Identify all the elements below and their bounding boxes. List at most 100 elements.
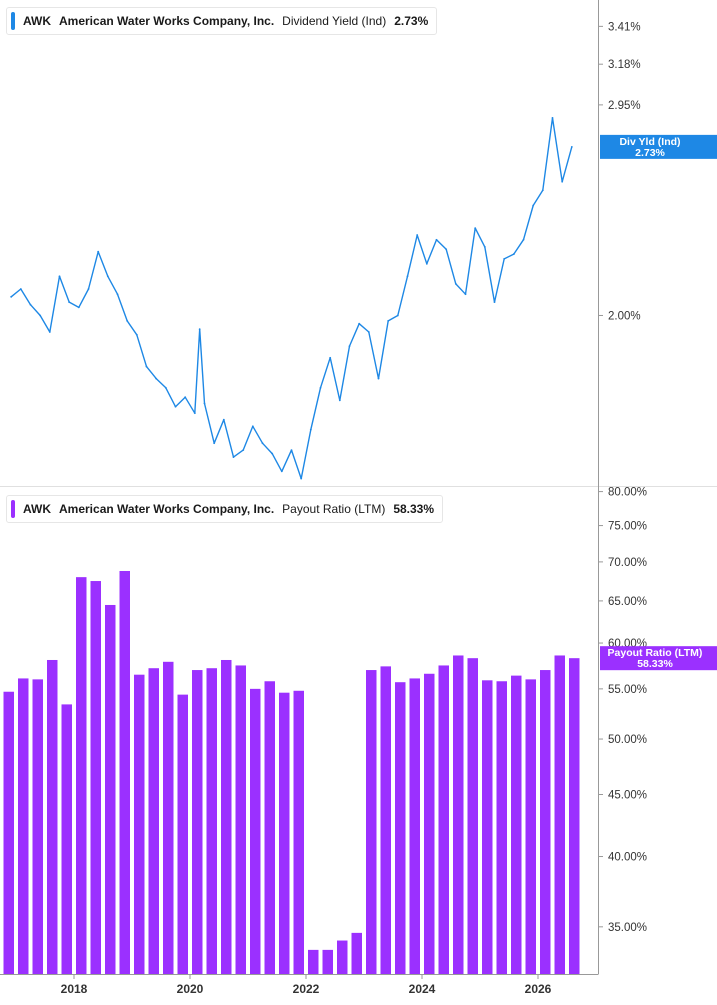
payout-legend-value: 58.33% (393, 502, 435, 516)
yield-point (87, 288, 90, 290)
yield-point (300, 477, 303, 480)
yield-tick-label: 2.95% (608, 100, 641, 112)
yield-point (232, 456, 235, 458)
x-tick-label: 2026 (525, 982, 552, 996)
payout-legend-company: American Water Works Company, Inc. (59, 502, 275, 516)
payout-bar (322, 949, 333, 974)
yield-point (97, 250, 100, 253)
payout-bar (134, 674, 145, 974)
payout-tick-label: 40.00% (608, 852, 647, 864)
payout-bar (235, 665, 246, 974)
yield-swatch (11, 12, 15, 30)
yield-point (242, 449, 245, 452)
x-tick-label: 2022 (293, 982, 320, 996)
yield-point (493, 301, 496, 303)
payout-bar (409, 678, 420, 974)
payout-bar (105, 604, 116, 974)
payout-bar (337, 940, 348, 974)
payout-tag-name: Payout Ratio (LTM) (608, 647, 703, 659)
payout-bar (380, 666, 391, 974)
yield-tag-name: Div Yld (Ind) (619, 136, 680, 148)
yield-point (561, 180, 564, 183)
yield-legend-metric: Dividend Yield (Ind) (282, 14, 387, 28)
payout-bar (453, 655, 464, 974)
yield-point (367, 331, 370, 333)
payout-bar (351, 932, 362, 974)
payout-bar (279, 692, 290, 974)
yield-point (512, 253, 515, 255)
payout-tag-value: 58.33% (637, 658, 673, 670)
x-tick-label: 2024 (409, 982, 436, 996)
yield-point (406, 275, 409, 278)
yield-point (464, 293, 467, 296)
yield-legend: AWK American Water Works Company, Inc. D… (6, 7, 438, 35)
payout-tick-label: 75.00% (608, 521, 647, 533)
payout-bar (90, 581, 101, 974)
yield-point (116, 293, 119, 296)
payout-legend-metric: Payout Ratio (LTM) (282, 502, 386, 516)
payout-bar (264, 681, 275, 974)
payout-bar (569, 658, 580, 974)
yield-point (213, 442, 216, 445)
yield-value-tag (600, 134, 717, 159)
payout-tick-label: 50.00% (608, 734, 647, 746)
yield-point (348, 345, 351, 348)
yield-point (10, 295, 13, 298)
yield-point (29, 303, 32, 306)
payout-bar (293, 690, 304, 974)
yield-point (184, 396, 187, 399)
payout-bar (467, 658, 478, 974)
yield-point (39, 314, 42, 317)
payout-bar (482, 680, 493, 974)
payout-swatch (11, 500, 15, 518)
payout-bar (47, 659, 58, 974)
payout-tick-label: 45.00% (608, 790, 647, 802)
payout-bar (511, 675, 522, 974)
yield-point (68, 301, 71, 303)
yield-point (416, 234, 419, 236)
yield-legend-value: 2.73% (394, 14, 429, 28)
yield-point (377, 377, 380, 380)
yield-point (425, 262, 428, 265)
payout-bar (192, 670, 203, 974)
payout-value-tag (600, 646, 717, 671)
payout-bar (424, 673, 435, 974)
payout-bar (438, 665, 449, 974)
yield-point (135, 333, 138, 336)
payout-bar (395, 682, 406, 974)
yield-point (19, 288, 22, 290)
yield-point (164, 386, 167, 389)
payout-bar (3, 691, 14, 974)
yield-point (145, 365, 148, 368)
payout-bar (206, 668, 217, 974)
payout-bar (61, 704, 72, 974)
yield-point (261, 442, 264, 445)
payout-tick-label: 55.00% (608, 684, 647, 696)
yield-point (198, 328, 201, 331)
payout-bar (525, 679, 536, 974)
yield-point (329, 356, 332, 359)
yield-point (222, 418, 225, 421)
payout-bar (554, 655, 565, 974)
yield-point (358, 322, 361, 325)
yield-line (10, 117, 573, 480)
yield-point (280, 470, 283, 473)
yield-point (290, 449, 293, 452)
yield-point (338, 399, 341, 402)
yield-point (251, 425, 254, 428)
x-tick-label: 2020 (177, 982, 204, 996)
payout-bar (18, 678, 29, 974)
yield-point (474, 227, 477, 229)
yield-legend-company: American Water Works Company, Inc. (59, 14, 275, 28)
yield-point (551, 116, 554, 119)
yield-point (541, 189, 544, 192)
payout-tick-label: 70.00% (608, 557, 647, 569)
yield-point (483, 245, 486, 248)
yield-point (309, 428, 312, 431)
yield-point (106, 275, 109, 278)
yield-tick-label: 3.41% (608, 21, 641, 33)
yield-point (174, 405, 177, 408)
payout-bar (366, 670, 377, 974)
yield-point (532, 204, 535, 207)
